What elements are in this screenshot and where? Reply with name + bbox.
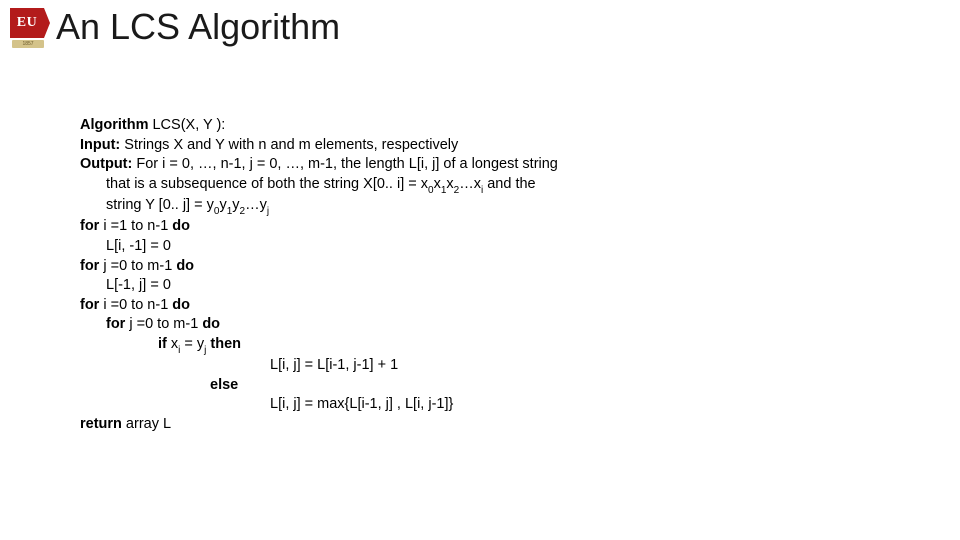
l-i-init: L[i, -1] = 0 (80, 237, 900, 257)
algorithm-body: Algorithm LCS(X, Y ): Input: Strings X a… (80, 116, 900, 434)
algo-output-bold: Output: (80, 156, 132, 172)
algo-input-rest: Strings X and Y with n and m elements, r… (120, 137, 458, 153)
then-assign: L[i, j] = L[i-1, j-1] + 1 (80, 356, 900, 376)
for-j-init: for j =0 to m-1 do (80, 257, 900, 277)
algo-output-1: Output: For i = 0, …, n-1, j = 0, …, m-1… (80, 155, 900, 175)
algo-output-rest1: For i = 0, …, n-1, j = 0, …, m-1, the le… (132, 156, 558, 172)
algo-heading-rest: LCS(X, Y ): (148, 117, 225, 133)
return-line: return array L (80, 415, 900, 435)
logo-banner: 1857 (12, 40, 44, 48)
university-logo: EU 1857 (10, 8, 48, 44)
else-assign: L[i, j] = max{L[i-1, j] , L[i, j-1]} (80, 395, 900, 415)
algo-output-3: string Y [0.. j] = y0y1y2…yj (80, 196, 900, 217)
for-i-init: for i =1 to n-1 do (80, 217, 900, 237)
for-j-main: for j =0 to m-1 do (80, 315, 900, 335)
algo-heading-bold: Algorithm (80, 117, 148, 133)
for-i-main: for i =0 to n-1 do (80, 296, 900, 316)
algo-heading: Algorithm LCS(X, Y ): (80, 116, 900, 136)
logo-text: EU (17, 15, 37, 31)
algo-output-2: that is a subsequence of both the string… (80, 175, 900, 196)
algo-input: Input: Strings X and Y with n and m elem… (80, 136, 900, 156)
algo-input-bold: Input: (80, 137, 120, 153)
slide-title: An LCS Algorithm (56, 6, 340, 48)
l-j-init: L[-1, j] = 0 (80, 276, 900, 296)
else-line: else (80, 376, 900, 396)
logo-flag: EU (10, 8, 44, 38)
if-line: if xi = yj then (80, 335, 900, 356)
